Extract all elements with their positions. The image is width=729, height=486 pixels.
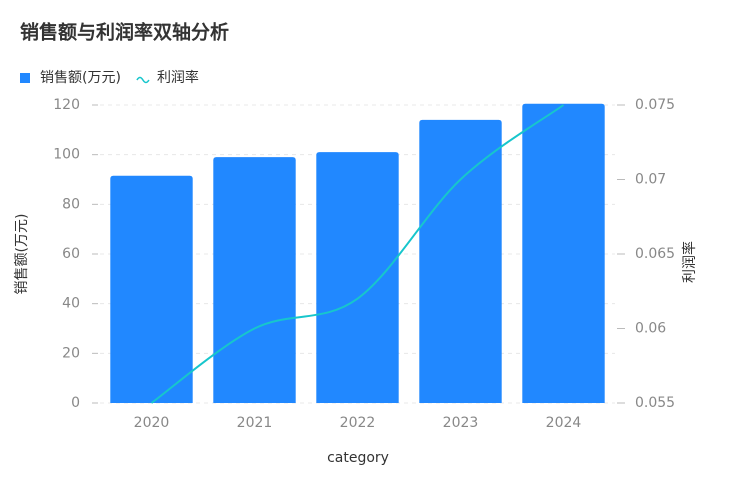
y-axis-title: 销售额(万元) bbox=[14, 214, 30, 295]
y-tick-label: 60 bbox=[62, 246, 80, 262]
bar bbox=[419, 119, 502, 404]
legend-marker bbox=[136, 76, 150, 84]
bar bbox=[110, 175, 193, 403]
y-tick-label: 0 bbox=[71, 395, 80, 411]
y-tick-label: 80 bbox=[62, 196, 80, 212]
x-tick-label: 2023 bbox=[443, 415, 479, 431]
x-tick-label: 2020 bbox=[134, 415, 170, 431]
bar bbox=[213, 157, 296, 403]
y-tick-label: 120 bbox=[53, 97, 80, 113]
y2-tick-label: 0.065 bbox=[635, 246, 675, 262]
y-tick-label: 100 bbox=[53, 147, 80, 163]
legend-label: 利润率 bbox=[157, 69, 199, 86]
bar bbox=[522, 103, 605, 403]
line bbox=[150, 104, 565, 404]
y2-tick-label: 0.06 bbox=[635, 321, 666, 337]
x-tick-label: 2024 bbox=[546, 415, 582, 431]
x-axis-title: category bbox=[327, 450, 389, 466]
y-tick-label: 20 bbox=[62, 345, 80, 361]
x-tick-label: 2021 bbox=[237, 415, 273, 431]
legend-marker bbox=[20, 73, 30, 83]
y2-tick-label: 0.07 bbox=[635, 172, 666, 188]
legend-label: 销售额(万元) bbox=[40, 70, 121, 86]
y-tick-label: 40 bbox=[62, 296, 80, 312]
bar bbox=[316, 152, 399, 403]
y2-tick-label: 0.055 bbox=[635, 395, 675, 411]
x-tick-label: 2022 bbox=[340, 415, 376, 431]
chart-title: 销售额与利润率双轴分析 bbox=[20, 21, 229, 44]
y2-axis-title: 利润率 bbox=[681, 241, 698, 283]
y2-tick-label: 0.075 bbox=[635, 97, 675, 113]
